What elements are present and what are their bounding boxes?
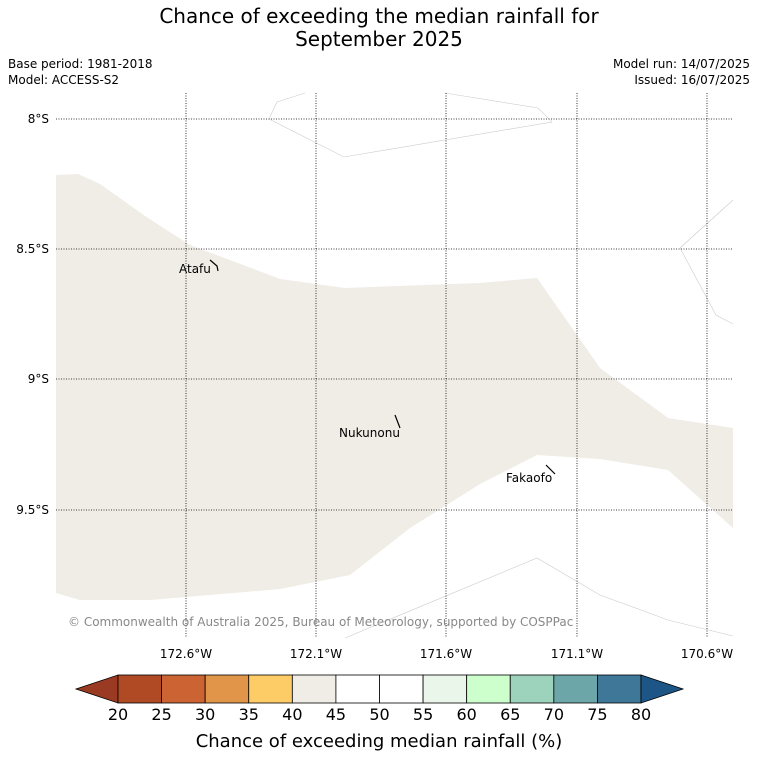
rainfall-zone <box>56 174 733 600</box>
lat-label: 8.5°S <box>16 242 49 256</box>
lat-label: 9.5°S <box>16 503 49 517</box>
model-name: Model: ACCESS-S2 <box>8 73 120 87</box>
place-label-nukunonu: Nukunonu <box>339 426 400 440</box>
lat-label: 8°S <box>28 112 49 126</box>
colorbar-tick-label: 80 <box>631 705 651 724</box>
gridlines <box>56 93 733 638</box>
nukunonu-atoll <box>394 414 401 429</box>
colorbar-segment <box>379 674 424 704</box>
lon-label: 172.1°W <box>290 647 342 661</box>
map-title: Chance of exceeding the median rainfall … <box>0 5 758 51</box>
colorbar-tick-label: 55 <box>413 705 433 724</box>
colorbar-segment <box>553 674 598 704</box>
model-run: Model run: 14/07/2025 <box>612 57 750 71</box>
colorbar-segment <box>248 674 293 704</box>
colorbar-segment <box>335 674 380 704</box>
place-label-atafu: Atafu <box>179 262 211 276</box>
atafu-atoll <box>209 259 219 272</box>
lon-label: 171.1°W <box>551 647 603 661</box>
colorbar-tick-label: 40 <box>282 705 302 724</box>
colorbar-ticks: 20 25 30 35 40 45 50 55 60 65 70 75 80 <box>108 705 651 724</box>
colorbar-tick-label: 45 <box>326 705 346 724</box>
colorbar-tick-label: 35 <box>239 705 259 724</box>
colorbar-tick-label: 25 <box>151 705 171 724</box>
colorbar-segment <box>422 674 468 704</box>
lon-label: 170.6°W <box>681 647 733 661</box>
colorbar-segment <box>597 674 642 704</box>
colorbar-segment <box>291 674 337 704</box>
lon-label: 172.6°W <box>160 647 212 661</box>
colorbar-segment <box>466 674 511 704</box>
colorbar-low-extend <box>74 674 119 704</box>
colorbar-tick-label: 75 <box>587 705 607 724</box>
colorbar-segment <box>161 674 206 704</box>
colorbar-segment <box>117 674 162 704</box>
meta-left: Base period: 1981-2018 Model: ACCESS-S2 <box>8 56 153 88</box>
colorbar-high-extend <box>640 674 685 704</box>
colorbar-tick-label: 65 <box>500 705 520 724</box>
atolls <box>209 259 556 475</box>
copyright-notice: © Commonwealth of Australia 2025, Bureau… <box>68 615 573 629</box>
colorbar-tick-label: 50 <box>369 705 389 724</box>
lon-label: 171.6°W <box>420 647 472 661</box>
colorbar-segments <box>117 674 642 704</box>
colorbar-segment <box>204 674 250 704</box>
fakaofo-atoll <box>545 464 556 475</box>
base-period: Base period: 1981-2018 <box>8 57 153 71</box>
place-label-fakaofo: Fakaofo <box>506 471 552 485</box>
colorbar: 20 25 30 35 40 45 50 55 60 65 70 75 80 Chance of exc… <box>74 674 685 752</box>
boundary-outlines <box>268 92 734 639</box>
title-line-1: Chance of exceeding the median rainfall … <box>159 4 599 28</box>
lat-label: 9°S <box>28 372 49 386</box>
lat-labels: 8°S 8.5°S 9°S 9.5°S <box>16 112 49 517</box>
colorbar-tick-label: 60 <box>456 705 476 724</box>
colorbar-tick-label: 70 <box>544 705 564 724</box>
lon-labels: 172.6°W 172.1°W 171.6°W 171.1°W 170.6°W <box>160 647 733 661</box>
title-line-2: September 2025 <box>295 27 463 51</box>
colorbar-segment <box>509 674 555 704</box>
colorbar-tick-label: 30 <box>195 705 215 724</box>
meta-right: Model run: 14/07/2025 Issued: 16/07/2025 <box>613 56 750 88</box>
colorbar-title: Chance of exceeding median rainfall (%) <box>196 731 563 752</box>
issued-date: Issued: 16/07/2025 <box>634 73 750 87</box>
colorbar-tick-label: 20 <box>108 705 128 724</box>
